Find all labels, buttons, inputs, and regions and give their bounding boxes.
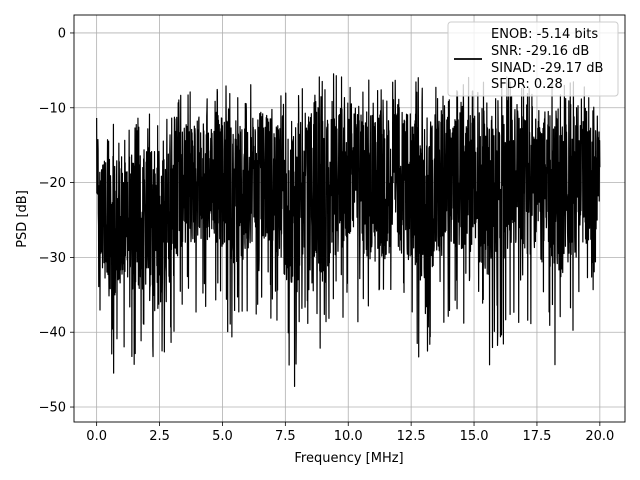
x-axis-label: Frequency [MHz] <box>294 451 403 466</box>
y-ticks: 0 −10 −20 −30 −40 −50 <box>39 26 74 416</box>
x-tick-label: 10.0 <box>334 429 363 444</box>
legend: ENOB: -5.14 bits SNR: -29.16 dB SINAD: -… <box>447 21 619 97</box>
psd-series-line <box>96 73 601 388</box>
plot-frame <box>73 14 626 423</box>
y-tick-label: −30 <box>39 251 66 266</box>
x-tick-label: 20.0 <box>585 429 614 444</box>
x-tick-label: 17.5 <box>522 429 551 444</box>
psd-trace <box>96 73 601 388</box>
x-ticks: 0.0 2.5 5.0 7.5 10.0 12.5 15.0 17.5 20.0 <box>86 422 614 444</box>
legend-snr: SNR: -29.16 dB <box>491 44 589 59</box>
x-tick-label: 15.0 <box>460 429 489 444</box>
legend-sfdr: SFDR: 0.28 <box>491 77 563 92</box>
legend-box <box>447 21 619 97</box>
legend-sinad: SINAD: -29.17 dB <box>491 61 603 76</box>
x-tick-label: 5.0 <box>212 429 233 444</box>
legend-enob: ENOB: -5.14 bits <box>491 27 598 42</box>
x-tick-label: 0.0 <box>86 429 107 444</box>
y-axis-label: PSD [dB] <box>15 190 30 248</box>
y-tick-label: 0 <box>58 26 66 41</box>
y-tick-label: −50 <box>39 401 66 416</box>
y-tick-label: −10 <box>39 101 66 116</box>
x-tick-label: 12.5 <box>397 429 426 444</box>
y-tick-label: −20 <box>39 176 66 191</box>
x-tick-label: 7.5 <box>275 429 296 444</box>
axes <box>73 14 626 423</box>
x-tick-label: 2.5 <box>149 429 170 444</box>
y-tick-label: −40 <box>39 326 66 341</box>
